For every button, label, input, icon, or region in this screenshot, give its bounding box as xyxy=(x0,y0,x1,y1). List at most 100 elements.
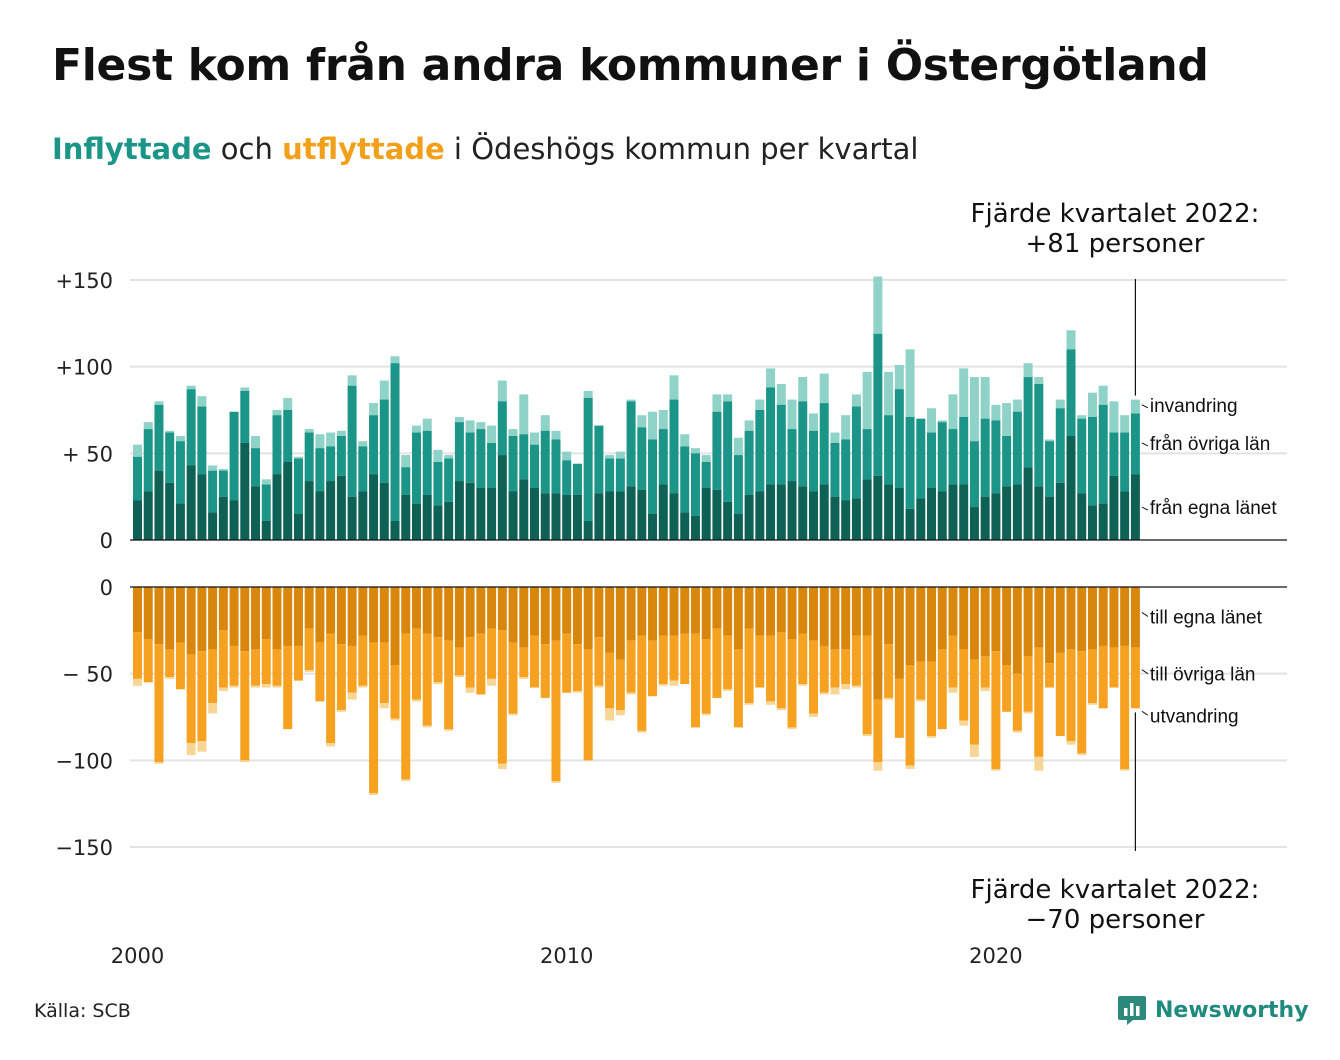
bar-inflow-own-county xyxy=(1109,475,1119,540)
bar-inflow-immigration xyxy=(1098,385,1108,405)
bar-outflow-own-county xyxy=(530,587,540,636)
bar-inflow-other-counties xyxy=(165,432,175,483)
bar-outflow-other-counties xyxy=(379,642,389,704)
bar-inflow-other-counties xyxy=(476,429,486,489)
bar-outflow-own-county xyxy=(1120,587,1130,646)
bar-inflow-own-county xyxy=(175,503,185,540)
bar-outflow-own-county xyxy=(1045,587,1055,664)
bar-outflow-other-counties xyxy=(905,664,915,766)
bar-inflow-other-counties xyxy=(293,458,303,515)
bar-inflow-immigration xyxy=(261,479,271,485)
bar-inflow-immigration xyxy=(497,380,507,402)
bar-inflow-own-county xyxy=(251,486,261,540)
bar-inflow-own-county xyxy=(1066,436,1076,540)
bar-inflow-other-counties xyxy=(379,399,389,483)
bar-inflow-immigration xyxy=(218,468,228,471)
bar-inflow-own-county xyxy=(133,500,142,540)
bar-inflow-other-counties xyxy=(701,462,711,489)
bar-outflow-emigration xyxy=(766,701,776,705)
bar-outflow-other-counties xyxy=(476,633,486,695)
bar-inflow-immigration xyxy=(1087,392,1097,417)
bar-outflow-other-counties xyxy=(369,642,379,794)
bar-inflow-other-counties xyxy=(776,404,786,485)
bar-outflow-other-counties xyxy=(401,633,411,780)
bar-inflow-immigration xyxy=(959,368,969,417)
chart-title: Flest kom från andra kommuner i Östergöt… xyxy=(52,40,1209,91)
bar-outflow-own-county xyxy=(165,587,175,650)
bar-outflow-other-counties xyxy=(251,649,261,686)
source-note: Källa: SCB xyxy=(34,1000,131,1022)
bar-inflow-own-county xyxy=(143,491,153,540)
bar-outflow-other-counties xyxy=(1045,663,1055,688)
bar-inflow-immigration xyxy=(1120,415,1130,433)
bar-outflow-emigration xyxy=(701,713,711,716)
bar-outflow-other-counties xyxy=(937,649,947,730)
bar-inflow-immigration xyxy=(283,397,293,411)
bar-outflow-other-counties xyxy=(851,635,861,686)
bar-outflow-own-county xyxy=(723,587,733,636)
bar-outflow-other-counties xyxy=(218,630,228,688)
bar-outflow-own-county xyxy=(969,587,979,660)
bar-outflow-own-county xyxy=(1109,587,1119,648)
bar-outflow-other-counties xyxy=(605,652,615,709)
bar-outflow-other-counties xyxy=(390,664,400,719)
bar-inflow-other-counties xyxy=(851,406,861,499)
bar-outflow-own-county xyxy=(154,587,164,645)
bar-inflow-other-counties xyxy=(948,429,958,485)
bar-inflow-other-counties xyxy=(154,404,164,471)
bar-inflow-immigration xyxy=(519,394,529,435)
bar-inflow-own-county xyxy=(1120,491,1130,540)
bar-outflow-emigration xyxy=(605,708,615,721)
bar-outflow-emigration xyxy=(551,781,561,783)
bar-inflow-own-county xyxy=(497,455,507,540)
bar-inflow-own-county xyxy=(690,515,700,540)
bar-outflow-own-county xyxy=(583,587,593,650)
bar-inflow-own-county xyxy=(680,512,690,540)
bar-outflow-own-county xyxy=(690,587,700,634)
bar-inflow-other-counties xyxy=(540,430,550,494)
bar-inflow-own-county xyxy=(658,484,668,540)
bar-inflow-immigration xyxy=(315,434,325,449)
bar-outflow-other-counties xyxy=(969,659,979,745)
bar-outflow-own-county xyxy=(197,587,207,652)
bar-inflow-immigration xyxy=(830,432,840,443)
bar-outflow-own-county xyxy=(240,587,250,652)
bar-inflow-other-counties xyxy=(422,430,432,495)
bar-inflow-immigration xyxy=(669,375,679,400)
bar-inflow-immigration xyxy=(326,432,336,447)
legend-tick xyxy=(1141,506,1149,511)
bar-inflow-other-counties xyxy=(658,429,668,485)
bar-inflow-own-county xyxy=(218,496,228,540)
bar-outflow-emigration xyxy=(519,677,529,679)
bar-outflow-other-counties xyxy=(133,632,142,679)
bar-inflow-other-counties xyxy=(261,484,271,521)
bar-outflow-other-counties xyxy=(143,638,153,683)
bar-outflow-own-county xyxy=(1034,587,1044,648)
bar-inflow-other-counties xyxy=(175,441,185,504)
bar-outflow-emigration xyxy=(186,742,196,756)
legend-label: till övriga län xyxy=(1150,665,1256,686)
bar-inflow-other-counties xyxy=(884,415,894,485)
bar-inflow-immigration xyxy=(648,411,658,440)
bar-inflow-other-counties xyxy=(1055,408,1065,483)
bar-inflow-own-county xyxy=(261,520,271,540)
bar-inflow-immigration xyxy=(444,455,454,459)
bar-inflow-immigration xyxy=(766,368,776,388)
bar-inflow-other-counties xyxy=(744,430,754,495)
bar-outflow-emigration xyxy=(251,685,261,688)
bar-inflow-immigration xyxy=(336,430,346,437)
bar-inflow-other-counties xyxy=(551,439,561,494)
brand-logo: Newsworthy xyxy=(1117,994,1309,1026)
bar-inflow-own-county xyxy=(1012,484,1022,540)
bar-outflow-other-counties xyxy=(165,649,175,678)
bar-inflow-other-counties xyxy=(229,411,239,501)
bar-inflow-other-counties xyxy=(808,430,818,492)
bar-inflow-immigration xyxy=(1002,403,1012,437)
bar-outflow-own-county xyxy=(519,587,529,648)
bar-outflow-own-county xyxy=(551,587,561,641)
bar-inflow-other-counties xyxy=(444,458,454,502)
bar-inflow-own-county xyxy=(637,489,647,540)
bar-outflow-own-county xyxy=(980,587,990,657)
bar-inflow-immigration xyxy=(927,408,937,433)
bar-outflow-other-counties xyxy=(1034,647,1044,757)
